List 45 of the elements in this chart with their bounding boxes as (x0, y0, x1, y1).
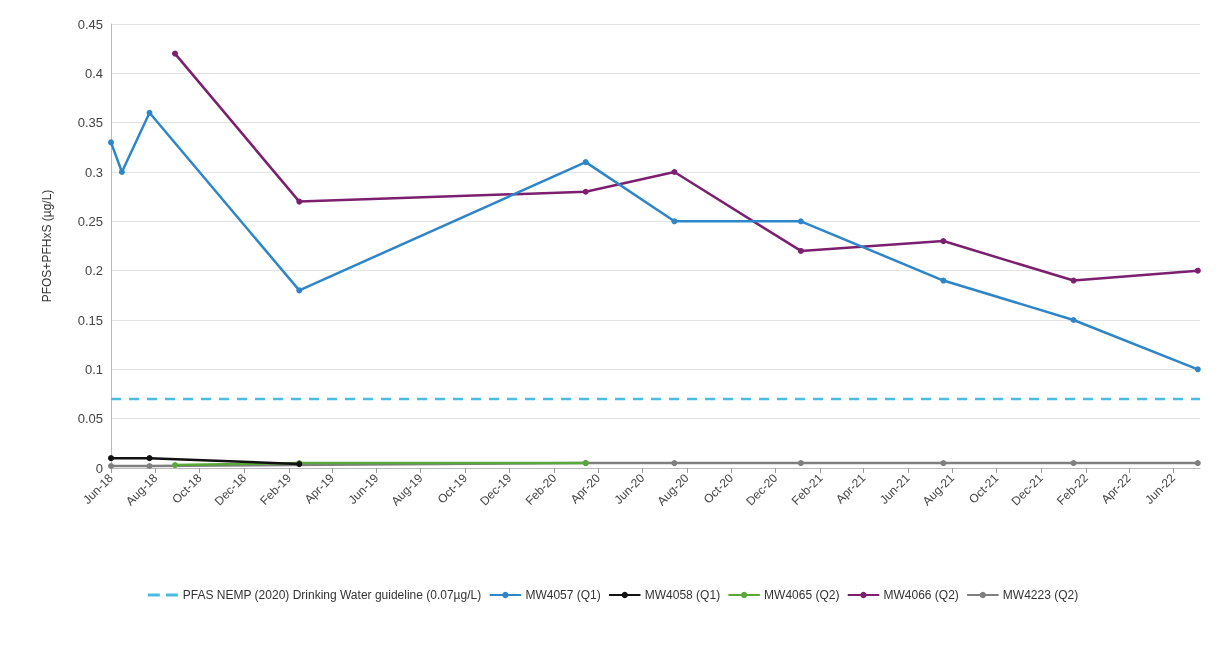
y-axis-title: PFOS+PFHxS (µg/L) (40, 189, 54, 303)
point (118, 169, 125, 175)
point (146, 109, 153, 116)
point (671, 169, 678, 175)
point (1194, 460, 1201, 467)
point (797, 247, 804, 254)
y-tick-label: 0.3 (84, 164, 103, 180)
point (1194, 267, 1201, 274)
point (171, 50, 178, 57)
legend-label: PFAS NEMP (2020) Drinking Water guideline (0.07µg/L) (182, 588, 482, 602)
y-tick-label: 0.35 (77, 115, 103, 131)
legend-label: MW4066 (Q2) (883, 588, 959, 602)
point (1070, 460, 1077, 467)
point (296, 287, 303, 294)
point (797, 218, 804, 225)
y-tick-label: 0.2 (84, 263, 103, 279)
point (797, 460, 804, 467)
point (146, 463, 153, 470)
point (146, 455, 153, 462)
point (940, 238, 947, 245)
y-tick-label: 0.05 (77, 411, 103, 427)
legend-label: MW4065 (Q2) (764, 588, 840, 602)
point (582, 188, 589, 195)
y-tick-label: 0.45 (77, 16, 103, 32)
legend-label: MW4057 (Q1) (525, 588, 601, 602)
legend-label: MW4058 (Q1) (644, 588, 721, 602)
point (582, 159, 589, 166)
legend-label: MW4223 (Q2) (1002, 588, 1079, 602)
point (940, 277, 947, 284)
point (108, 139, 114, 146)
point (1194, 366, 1201, 373)
point (671, 460, 678, 467)
point (940, 460, 947, 467)
y-tick-label: 0.4 (84, 65, 103, 81)
point (1070, 277, 1077, 284)
point (1070, 317, 1077, 323)
point (171, 462, 178, 469)
point (108, 463, 114, 470)
point (671, 218, 678, 225)
y-tick-label: 0.25 (77, 213, 103, 229)
point (108, 455, 114, 462)
y-tick-label: 0.15 (77, 312, 103, 328)
point (296, 198, 303, 205)
y-tick-label: 0 (95, 460, 103, 476)
y-tick-label: 0.1 (84, 361, 103, 377)
